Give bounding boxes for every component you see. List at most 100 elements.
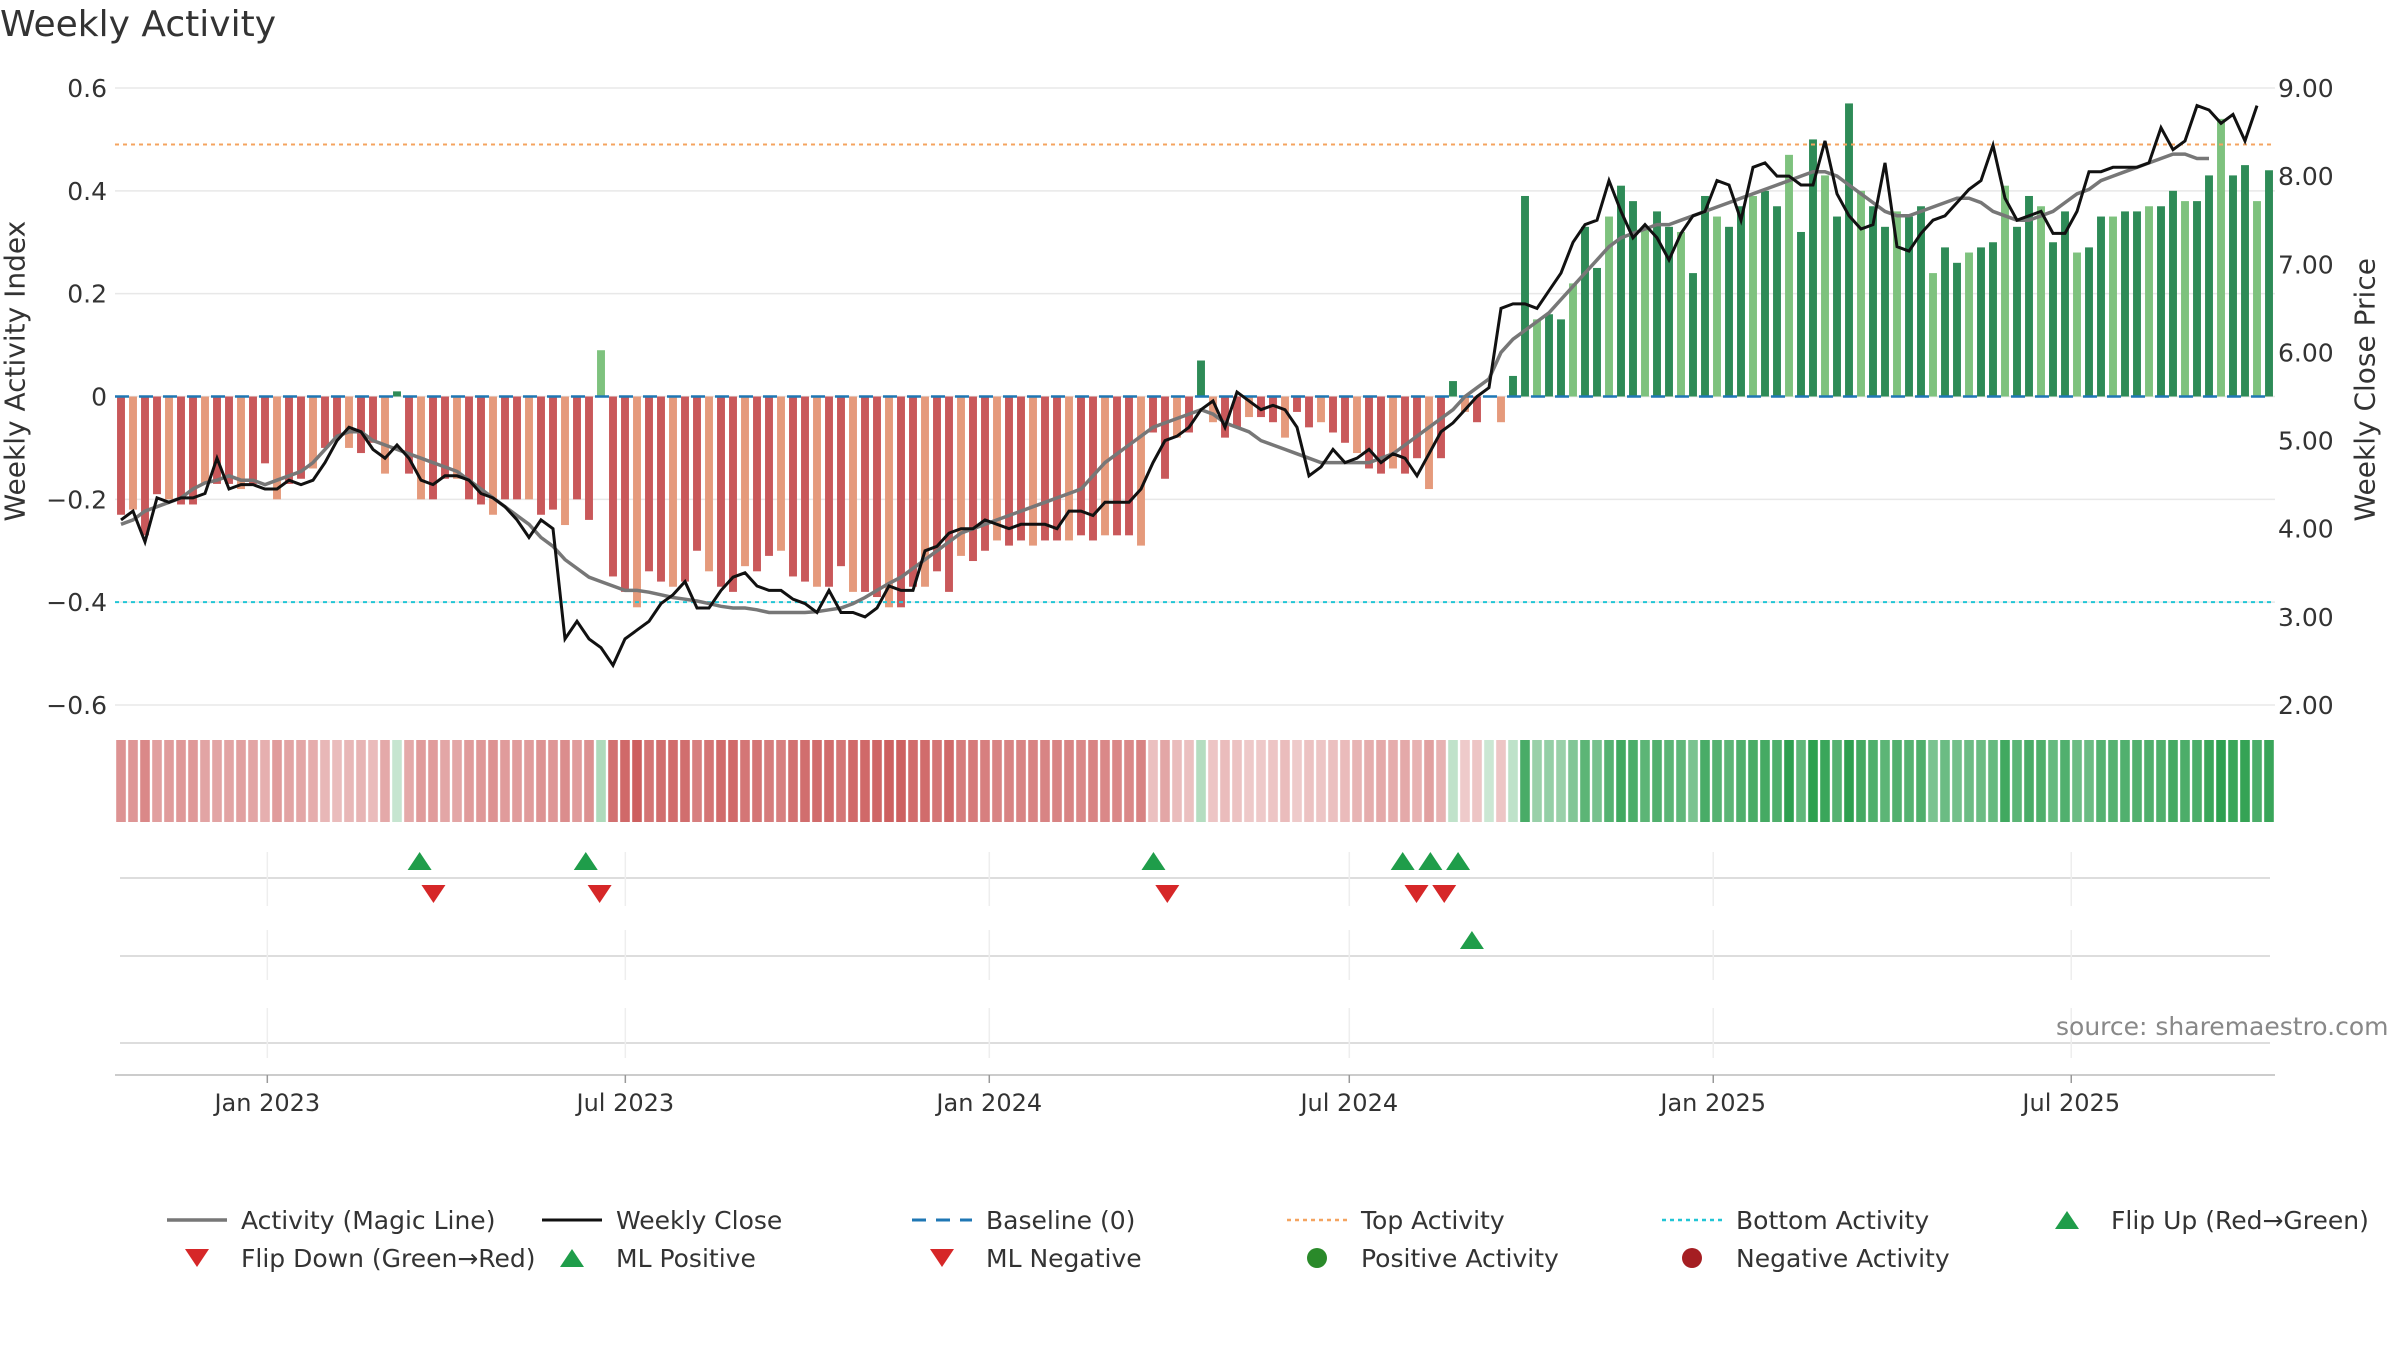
heat-strip-cell <box>1052 740 1062 822</box>
y-right-tick-label: 4.00 <box>2278 515 2334 544</box>
y-left-tick-label: 0 <box>91 383 107 412</box>
heat-strip-cell <box>2228 740 2238 822</box>
activity-bar <box>1449 381 1457 397</box>
activity-bar <box>633 396 641 608</box>
heat-strip-cell <box>2144 740 2154 822</box>
heat-strip-cell <box>1856 740 1866 822</box>
activity-bar <box>1785 154 1793 397</box>
heat-strip-cell <box>296 740 306 822</box>
dot-orange-icon <box>1287 1218 1347 1222</box>
x-tick-label: Jan 2025 <box>1658 1089 1766 1117</box>
activity-bar <box>417 396 425 500</box>
heat-strip-cell <box>320 740 330 822</box>
heat-strip-cell <box>1340 740 1350 822</box>
activity-bar <box>1653 211 1661 397</box>
heat-strip-cell <box>2036 740 2046 822</box>
activity-bar <box>1497 396 1505 423</box>
heat-strip-cell <box>2096 740 2106 822</box>
activity-bar <box>981 396 989 551</box>
heat-strip-cell <box>1124 740 1134 822</box>
activity-bar <box>213 396 221 484</box>
heat-strip-cell <box>1100 740 1110 822</box>
activity-bar <box>273 396 281 500</box>
activity-bar <box>2229 175 2237 397</box>
activity-bar <box>1665 226 1673 397</box>
activity-bar <box>621 396 629 592</box>
activity-bar <box>1221 396 1229 438</box>
heat-strip-cell <box>740 740 750 822</box>
activity-bar <box>1125 396 1133 536</box>
activity-bar <box>657 396 665 582</box>
activity-bar <box>441 396 449 479</box>
activity-bar <box>249 396 257 484</box>
activity-bar <box>345 396 353 448</box>
heat-strip-cell <box>980 740 990 822</box>
heat-strip-cell <box>404 740 414 822</box>
heat-strip-cell <box>1736 740 1746 822</box>
heat-strip-cell <box>464 740 474 822</box>
heat-strip-cell <box>1544 740 1554 822</box>
activity-bar <box>729 396 737 592</box>
legend-item: Baseline (0) <box>910 1205 1135 1235</box>
activity-bar <box>573 396 581 500</box>
heat-strip-cell <box>728 740 738 822</box>
activity-bar <box>1077 396 1085 536</box>
activity-bar <box>1533 319 1541 397</box>
heat-strip-cell <box>1784 740 1794 822</box>
activity-bar <box>489 396 497 515</box>
heat-strip-cell <box>548 740 558 822</box>
x-tick-label: Jul 2023 <box>574 1089 674 1117</box>
heat-strip-cell <box>224 740 234 822</box>
activity-bar <box>1773 206 1781 397</box>
heat-strip-cell <box>344 740 354 822</box>
heat-strip-cell <box>476 740 486 822</box>
activity-bar <box>609 396 617 577</box>
activity-bar <box>1869 206 1877 397</box>
y-axis-left-label: Weekly Activity Index <box>0 220 32 522</box>
heat-strip-cell <box>1832 740 1842 822</box>
legend-item: Negative Activity <box>1660 1243 1950 1273</box>
activity-bar <box>753 396 761 572</box>
activity-bar <box>1689 273 1697 397</box>
activity-bar <box>1377 396 1385 474</box>
heat-strip-cell <box>1592 740 1602 822</box>
flip-down-marker <box>587 885 612 903</box>
activity-bar <box>1425 396 1433 490</box>
heat-strip-cell <box>1076 740 1086 822</box>
activity-bar <box>1521 195 1529 397</box>
activity-bar <box>513 396 521 500</box>
activity-bar <box>297 396 305 479</box>
heat-strip-cell <box>212 740 222 822</box>
heat-strip-cell <box>1568 740 1578 822</box>
activity-bar <box>153 396 161 495</box>
heat-strip-cell <box>512 740 522 822</box>
activity-bar <box>177 396 185 505</box>
activity-bar <box>1977 247 1985 397</box>
heat-strip-cell <box>2156 740 2166 822</box>
activity-bar <box>1581 226 1589 397</box>
activity-bar <box>1281 396 1289 438</box>
legend-item: Top Activity <box>1285 1205 1505 1235</box>
legend-item: Positive Activity <box>1285 1243 1559 1273</box>
heat-strip-cell <box>836 740 846 822</box>
heat-strip-cell <box>2120 740 2130 822</box>
heat-strip-cell <box>380 740 390 822</box>
legend-label: Positive Activity <box>1361 1243 1559 1273</box>
heat-strip-cell <box>2252 740 2262 822</box>
activity-bar <box>1041 396 1049 541</box>
heat-strip-cell <box>452 740 462 822</box>
y-right-tick-label: 7.00 <box>2278 250 2334 279</box>
activity-bar <box>1089 396 1097 541</box>
heat-strip-cell <box>1172 740 1182 822</box>
activity-bar <box>453 396 461 479</box>
activity-bar <box>1929 273 1937 397</box>
activity-bar <box>237 396 245 490</box>
heat-strip-cell <box>2108 740 2118 822</box>
activity-bar <box>1437 396 1445 459</box>
heat-strip-cell <box>1028 740 1038 822</box>
activity-bar <box>189 396 197 505</box>
activity-bar <box>405 396 413 474</box>
heat-strip-cell <box>884 740 894 822</box>
activity-bar <box>2109 216 2117 397</box>
tri-up-green-icon <box>560 1249 584 1267</box>
